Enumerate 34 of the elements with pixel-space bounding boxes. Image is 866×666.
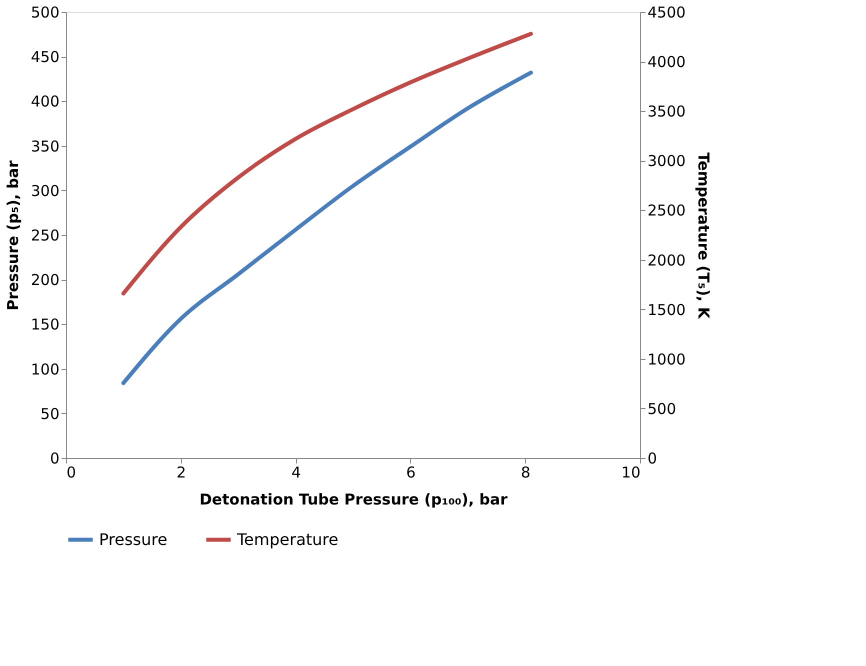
y-tick-label: 50 — [40, 404, 60, 423]
y-tick-label: 150 — [30, 316, 60, 334]
x-tick-label: 8 — [520, 464, 530, 482]
y2-tick-label: 4500 — [648, 4, 686, 22]
y-tick-label: 300 — [30, 182, 60, 200]
x-axis-title: Detonation Tube Pressure (p₁₀₀), bar — [199, 490, 508, 508]
x-tick-label: 2 — [176, 464, 186, 482]
y2-axis-title: Temperature (T₅), K — [694, 152, 713, 320]
y2-tick-label: 2500 — [648, 202, 686, 220]
y2-tick-label: 3500 — [648, 102, 686, 121]
y-tick-label: 400 — [30, 92, 60, 111]
y-tick-label: 200 — [30, 271, 60, 290]
y-tick-label: 250 — [30, 226, 60, 244]
line-series — [121, 32, 533, 296]
legend-label: Temperature — [236, 530, 338, 549]
x-tick-label: 0 — [66, 464, 76, 482]
y2-tick-label: 0 — [648, 450, 658, 468]
x-tick-label: 6 — [406, 464, 416, 482]
y-tick-label: 350 — [30, 137, 60, 156]
x-tick-label: 10 — [621, 464, 640, 482]
y-tick-label: 100 — [30, 360, 60, 378]
y2-tick-label: 4000 — [648, 53, 686, 72]
y2-tick-label: 1500 — [648, 300, 686, 319]
y2-tick-label: 3000 — [648, 152, 686, 170]
y-tick-label: 450 — [30, 48, 60, 66]
y2-tick-label: 1000 — [648, 350, 686, 368]
y-axis-title: Pressure (p₅), bar — [4, 160, 22, 311]
y-tick-label: 500 — [30, 4, 60, 22]
y2-tick-label: 2000 — [648, 251, 686, 270]
legend-label: Pressure — [99, 530, 168, 549]
x-tick-label: 4 — [291, 464, 301, 482]
line-series — [121, 70, 533, 386]
y-tick-label: 0 — [50, 450, 60, 468]
y2-tick-label: 500 — [648, 400, 676, 418]
